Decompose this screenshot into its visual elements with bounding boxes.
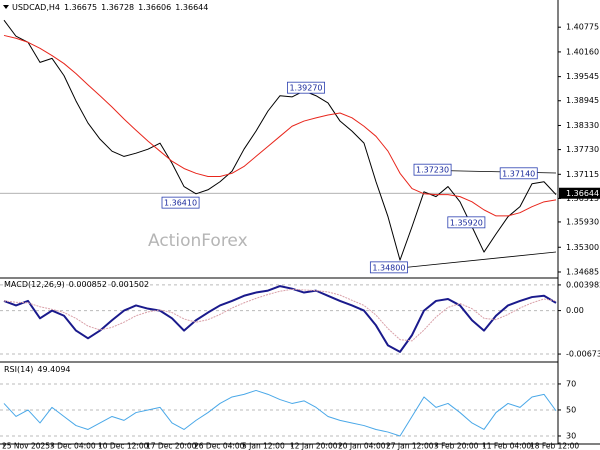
y-tick-label: 0.00: [566, 306, 584, 315]
x-tick-label: 26 Dec 04:00: [194, 442, 245, 450]
pane-readout: 0.000852: [69, 280, 107, 289]
y-tick-label: 1.35930: [566, 217, 599, 226]
x-tick-label: 3 Dec 04:00: [50, 442, 96, 450]
price-annotation-label: 1.39270: [289, 84, 322, 93]
x-tick-label: 18 Feb 12:00: [530, 442, 579, 450]
x-tick-label: 10 Dec 12:00: [98, 442, 149, 450]
series-line: [3, 34, 557, 217]
y-tick-label: 1.37730: [566, 145, 599, 154]
watermark: ActionForex: [148, 231, 248, 251]
pane-title: RSI(14): [4, 365, 33, 374]
x-tick-label: 27 Jan 12:00: [386, 442, 434, 450]
pane-header: USDCAD,H4 1.36675 1.36728 1.36606 1.36644: [12, 3, 208, 12]
x-tick-label: 5 Jan 12:00: [242, 442, 285, 450]
pane-title: USDCAD,H4: [12, 3, 60, 12]
y-tick-label: 1.39545: [566, 72, 599, 81]
y-tick-label: 1.38330: [566, 121, 599, 130]
price-annotation-label: 1.35920: [450, 218, 483, 227]
series-line: [3, 19, 557, 261]
pane-readout: 49.4094: [37, 365, 70, 374]
pane-title: MACD(12,26,9): [4, 280, 65, 289]
pane-readout: 0.001502: [111, 280, 149, 289]
x-tick-label: 11 Feb 04:00: [482, 442, 531, 450]
y-tick-label: 1.35300: [566, 243, 599, 252]
y-tick-label: 0.003982: [566, 280, 600, 289]
series-line: [3, 389, 557, 437]
pane-header: MACD(12,26,9) 0.000852 0.001502: [4, 280, 149, 289]
x-tick-label: 3 Feb 20:00: [434, 442, 479, 450]
price-annotation-box: [161, 196, 200, 209]
y-tick-label: 1.40775: [566, 23, 599, 32]
y-tick-label: 30: [566, 431, 576, 440]
dropdown-arrow: [3, 5, 9, 9]
current-price-box: [559, 187, 600, 199]
y-tick-label: 50: [566, 405, 576, 414]
y-tick-label: 1.37115: [566, 170, 599, 179]
price-annotation-box: [287, 81, 325, 94]
x-tick-label: 20 Jan 04:00: [338, 442, 386, 450]
price-annotation-box: [499, 167, 538, 180]
price-annotation-label: 1.37140: [502, 169, 535, 178]
x-tick-label: 17 Dec 20:00: [146, 442, 197, 450]
y-tick-label: 1.38945: [566, 96, 599, 105]
pane-header: RSI(14) 49.4094: [4, 365, 71, 374]
price-annotation-label: 1.34800: [372, 263, 405, 272]
price-annotation-box: [413, 163, 452, 176]
price-annotation-label: 1.36410: [164, 199, 197, 208]
price-annotation-box: [369, 261, 408, 274]
series-line: [3, 285, 557, 353]
current-price-label: 1.36644: [566, 189, 599, 198]
y-tick-label: 70: [566, 379, 576, 388]
y-tick-label: -0.006737: [566, 350, 600, 359]
y-tick-label: 1.34685: [566, 267, 599, 276]
pane-readout: 1.36728: [101, 3, 134, 12]
series-line: [3, 288, 557, 342]
pane-readout: 1.36606: [138, 3, 171, 12]
pane-readout: 1.36644: [175, 3, 208, 12]
x-tick-label: 25 Nov 2025: [2, 442, 50, 450]
x-tick-label: 12 Jan 20:00: [290, 442, 338, 450]
trendline: [399, 251, 557, 269]
price-annotation-box: [447, 216, 486, 229]
pane-readout: 1.36675: [64, 3, 97, 12]
price-annotation-label: 1.37230: [416, 166, 449, 175]
y-tick-label: 1.40160: [566, 47, 599, 56]
